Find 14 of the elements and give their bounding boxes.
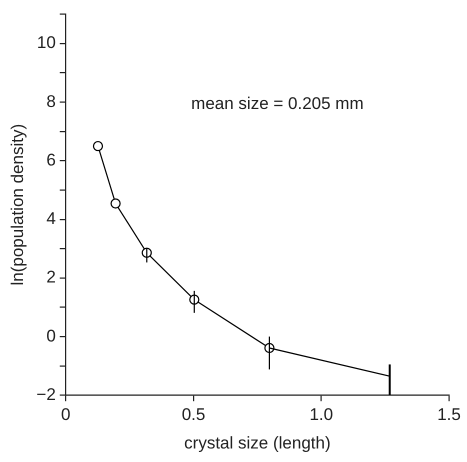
y-tick-label: 4 xyxy=(46,209,56,228)
y-axis-title: ln(population density) xyxy=(8,124,27,286)
x-axis-title: crystal size (length) xyxy=(184,433,331,452)
x-tick-label: 0 xyxy=(61,405,71,424)
x-tick-label: 1.5 xyxy=(437,405,461,424)
y-tick-label: 2 xyxy=(46,268,56,287)
y-tick-label: −2 xyxy=(36,384,56,404)
y-tick-label: 6 xyxy=(46,150,56,170)
y-tick-label: 8 xyxy=(46,92,56,111)
annotation: mean size = 0.205 mm xyxy=(191,94,364,113)
x-tick-label: 1.0 xyxy=(309,405,334,424)
y-tick-label: 0 xyxy=(46,326,56,346)
y-tick-label: 10 xyxy=(36,33,56,52)
x-tick-label: 0.5 xyxy=(182,405,206,424)
